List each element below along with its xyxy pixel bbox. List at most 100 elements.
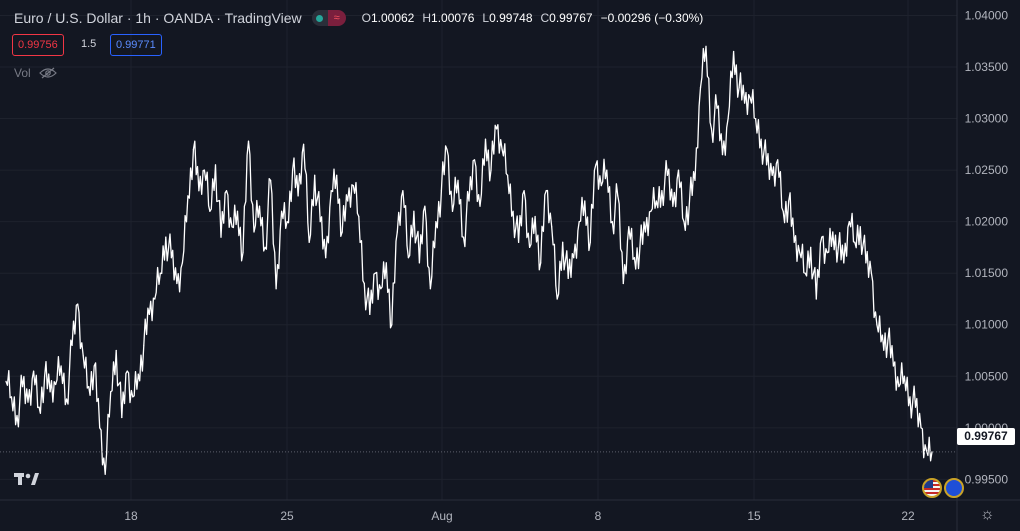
y-tick-label: 1.02000 [965, 215, 1009, 229]
high-value: 1.00076 [431, 11, 475, 25]
price-point [892, 365, 895, 367]
price-point [165, 236, 167, 238]
price-point [666, 174, 669, 176]
price-point [402, 190, 404, 192]
price-point [352, 185, 354, 187]
price-point [628, 226, 630, 228]
price-point [82, 355, 84, 357]
market-status-toggle[interactable]: ≈ [311, 10, 346, 26]
y-tick-label: 1.02500 [965, 163, 1009, 177]
price-point [159, 272, 161, 274]
high-label: H [422, 11, 432, 25]
low-label: L [482, 11, 490, 25]
price-point [788, 200, 790, 202]
price-point [920, 427, 922, 429]
price-line [5, 45, 933, 475]
price-point [727, 118, 729, 120]
price-point [507, 174, 509, 176]
price-point [137, 373, 139, 375]
price-point [479, 205, 481, 207]
y-tick-label: 1.03500 [965, 60, 1009, 74]
price-point [264, 246, 266, 248]
price-point [556, 298, 558, 300]
price-point [512, 210, 514, 212]
buy-button[interactable]: 0.99771 [110, 34, 162, 56]
price-point [27, 401, 29, 403]
y-tick-label: 1.00500 [965, 369, 1009, 383]
price-point [391, 324, 393, 326]
price-point [843, 262, 845, 264]
price-point [551, 226, 553, 228]
price-point [110, 391, 112, 393]
price-point [903, 375, 906, 377]
price-point [5, 380, 7, 382]
price-point [424, 205, 426, 207]
price-point [584, 200, 586, 202]
price-point [462, 236, 465, 238]
price-point [148, 313, 150, 315]
close-value: 0.99767 [549, 11, 593, 25]
price-point [341, 231, 343, 233]
price-point [33, 370, 35, 372]
price-point [181, 262, 183, 264]
price-point [600, 185, 602, 187]
y-tick-label: 1.04000 [965, 8, 1009, 22]
price-point [501, 148, 503, 151]
price-point [534, 215, 536, 218]
price-point [99, 427, 101, 429]
price-point [203, 169, 205, 171]
price-point [363, 282, 365, 285]
price-point [733, 50, 735, 53]
price-point [247, 140, 250, 142]
price-point [258, 205, 261, 207]
price-point [10, 396, 13, 398]
price-point [490, 169, 492, 171]
price-point [914, 406, 917, 408]
price-point [418, 262, 420, 264]
price-point [187, 195, 189, 197]
price-point [325, 257, 327, 259]
price-point [303, 143, 305, 145]
price-point [887, 339, 889, 341]
price-point [694, 179, 696, 181]
volume-legend: Vol [14, 66, 57, 80]
y-tick-label: 0.99500 [965, 472, 1009, 486]
x-tick-label: 15 [747, 509, 761, 523]
open-label: O [361, 11, 371, 25]
price-point [468, 200, 470, 202]
price-point [429, 288, 431, 290]
price-point [225, 190, 228, 192]
tradingview-logo[interactable] [14, 469, 42, 489]
eye-hidden-icon[interactable] [38, 67, 57, 79]
price-point [545, 190, 547, 192]
price-point [236, 210, 239, 212]
price-point [721, 154, 724, 156]
price-point [358, 215, 360, 218]
price-point [440, 190, 442, 192]
price-point [705, 45, 707, 48]
price-point [622, 282, 624, 285]
price-point [396, 231, 398, 233]
price-point [540, 262, 542, 264]
price-point [170, 257, 172, 259]
price-point [661, 190, 663, 192]
us-flag-icon[interactable] [922, 478, 942, 498]
price-point [766, 164, 768, 166]
price-point [925, 449, 928, 452]
price-point [837, 246, 839, 248]
price-point [457, 179, 459, 181]
sell-button[interactable]: 0.99756 [12, 34, 64, 56]
price-point [44, 375, 46, 377]
x-tick-label: 8 [595, 509, 602, 523]
settings-gear-icon[interactable]: ☼ [980, 506, 995, 523]
price-point [143, 344, 145, 346]
price-point [931, 451, 933, 453]
symbol-title[interactable]: Euro / U.S. Dollar · 1h · OANDA · Tradin… [14, 10, 302, 26]
price-point [435, 221, 437, 223]
price-point [859, 226, 861, 228]
price-point [275, 288, 277, 290]
eu-flag-icon[interactable] [944, 478, 964, 498]
price-point [567, 277, 569, 279]
wave-icon: ≈ [327, 10, 346, 26]
